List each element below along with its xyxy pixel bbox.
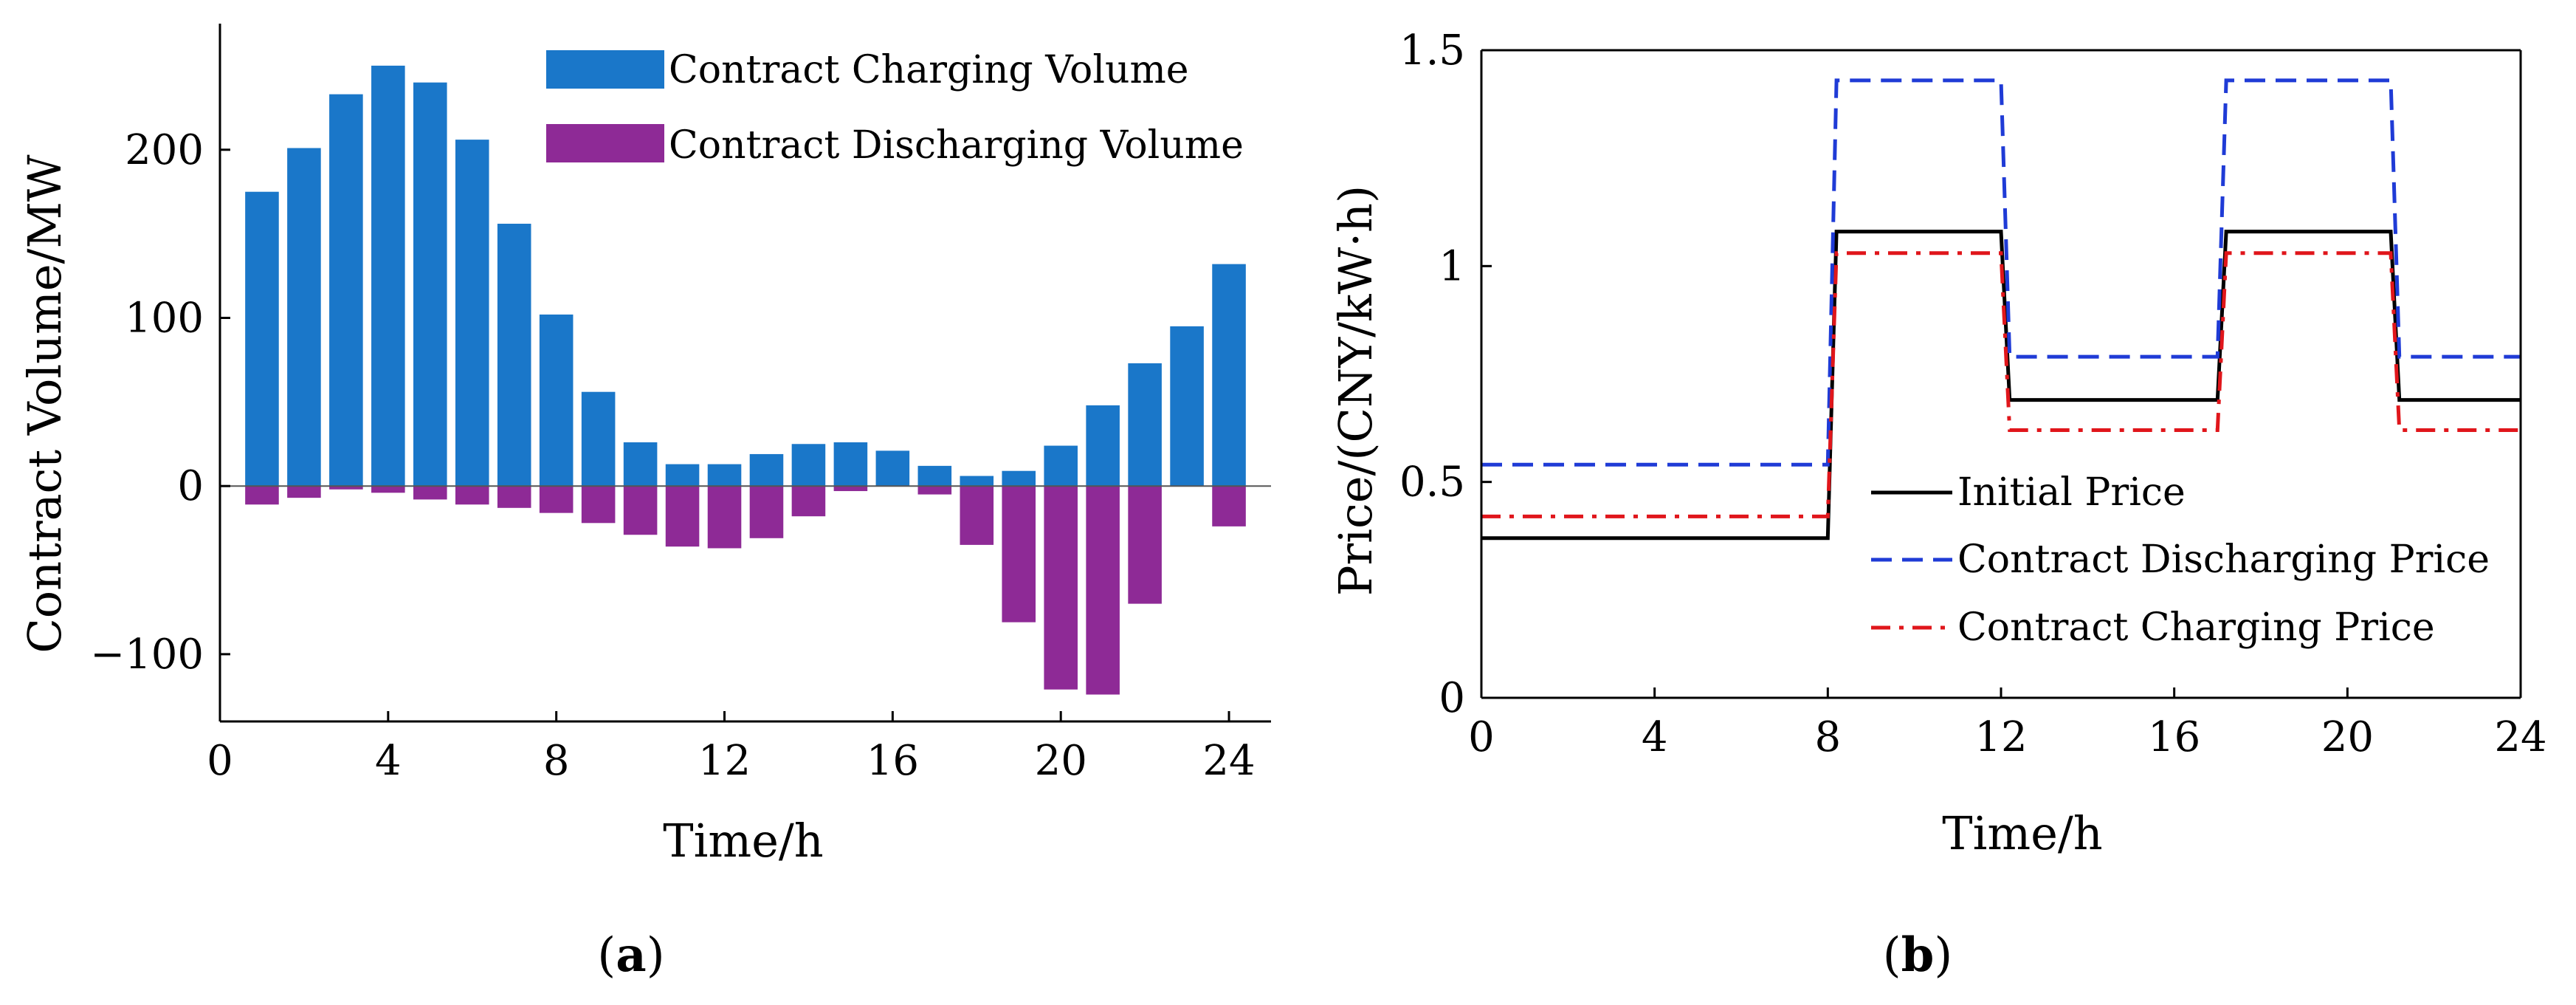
discharging-bar-2: [287, 486, 321, 498]
charging-bar-6: [455, 140, 489, 487]
legend: Contract Charging Volume Contract Discha…: [546, 48, 1244, 168]
discharging-bar-15: [833, 486, 868, 492]
x-tick-label: 12: [698, 737, 751, 785]
charging-bar-2: [287, 148, 321, 487]
panel-b-line-chart: 0 4 8 12 16 20 24 0 0.5 1 1.5 Initial Price Contra…: [1329, 27, 2547, 983]
x-tick-label: 8: [543, 737, 570, 785]
x-tick-label: 20: [1035, 737, 1087, 785]
discharging-bar-7: [497, 486, 531, 508]
x-tick-label: 0: [207, 737, 233, 785]
y-tick-label: 100: [125, 294, 204, 342]
y-axis-label: Contract Volume/MW: [18, 154, 72, 654]
discharging-bar-6: [455, 486, 489, 505]
discharging-bar-22: [1128, 486, 1162, 604]
discharging-bar-1: [245, 486, 279, 505]
discharging-bar-18: [960, 486, 994, 545]
contract-discharging-price-line: [1481, 78, 2521, 467]
discharging-bar-13: [749, 486, 784, 538]
y-tick-label: −100: [90, 631, 204, 679]
charging-bar-1: [245, 191, 279, 487]
x-tick-label: 16: [867, 737, 919, 785]
charging-bar-4: [371, 65, 405, 487]
charging-bar-23: [1170, 326, 1204, 487]
x-tick-label: 8: [1815, 713, 1842, 761]
panel-a-bar-chart: 0 4 8 12 16 20 24 −100 0 100 200 Contract Charging…: [18, 24, 1271, 983]
discharging-bar-9: [581, 486, 616, 524]
x-axis-label: Time/h: [663, 814, 823, 868]
charging-bar-20: [1044, 445, 1078, 487]
y-tick-label: 200: [125, 126, 204, 174]
x-axis-label: Time/h: [1942, 806, 2102, 860]
charging-bar-7: [497, 223, 531, 487]
legend-label-charging: Contract Charging Volume: [669, 48, 1189, 92]
x-tick-label: 24: [1202, 737, 1255, 785]
x-tick-label: 4: [375, 737, 402, 785]
discharging-bar-21: [1086, 486, 1120, 695]
charging-bar-21: [1086, 405, 1120, 487]
charging-bar-3: [329, 94, 363, 487]
discharging-bar-17: [917, 486, 952, 495]
x-tick-label: 0: [1468, 713, 1495, 761]
charging-bar-18: [960, 476, 994, 487]
charging-bar-19: [1002, 470, 1036, 487]
discharging-bar-10: [623, 486, 658, 535]
x-tick-label: 12: [1974, 713, 2027, 761]
y-tick-label: 0: [177, 462, 204, 510]
discharging-bar-24: [1212, 486, 1246, 526]
charging-bar-14: [791, 444, 826, 487]
legend-label-discharging: Contract Discharging Volume: [669, 123, 1244, 168]
bars-group: [245, 65, 1246, 695]
charging-bar-17: [917, 465, 952, 487]
charging-bar-8: [539, 314, 574, 487]
charging-bar-5: [413, 82, 447, 487]
tick-labels: 0 4 8 12 16 20 24 −100 0 100 200: [90, 126, 1255, 785]
panel-label-b: (b): [1883, 927, 1953, 983]
y-axis-label: Price/(CNY/kW·h): [1329, 185, 1382, 596]
charging-bar-15: [833, 442, 868, 487]
y-tick-label: 1.5: [1399, 27, 1465, 75]
tick-labels: 0 4 8 12 16 20 24 0 0.5 1 1.5: [1399, 27, 2547, 761]
charging-bar-12: [707, 464, 742, 487]
legend-swatch-charging: [546, 50, 664, 89]
contract-charging-price-line: [1481, 251, 2521, 518]
discharging-bar-3: [329, 486, 363, 490]
charging-bar-10: [623, 442, 658, 487]
charging-bar-11: [665, 464, 700, 487]
initial-price-line: [1481, 230, 2521, 541]
discharging-bar-8: [539, 486, 574, 513]
discharging-bar-19: [1002, 486, 1036, 622]
legend-label-charging: Contract Charging Price: [1957, 606, 2435, 650]
y-tick-label: 0.5: [1399, 459, 1465, 507]
legend-label-initial: Initial Price: [1957, 470, 2186, 515]
legend-label-discharging: Contract Discharging Price: [1957, 538, 2490, 582]
lines-group: [1481, 78, 2521, 541]
discharging-bar-12: [707, 486, 742, 549]
charging-bar-9: [581, 391, 616, 487]
y-tick-label: 1: [1439, 242, 1465, 290]
axes: [218, 24, 1271, 723]
legend-swatch-discharging: [546, 124, 664, 162]
discharging-bar-4: [371, 486, 405, 493]
discharging-bar-11: [665, 486, 700, 547]
discharging-bar-5: [413, 486, 447, 500]
discharging-bar-14: [791, 486, 826, 517]
x-tick-label: 4: [1642, 713, 1668, 761]
discharging-bar-20: [1044, 486, 1078, 690]
x-tick-label: 16: [2148, 713, 2200, 761]
charging-bar-16: [875, 450, 910, 487]
axes: [1480, 49, 2522, 699]
legend: Initial Price Contract Discharging Price…: [1871, 470, 2490, 650]
panel-label-a: (a): [597, 927, 664, 983]
charging-bar-22: [1128, 363, 1162, 487]
x-tick-label: 24: [2494, 713, 2546, 761]
charging-bar-24: [1212, 264, 1246, 487]
x-tick-label: 20: [2321, 713, 2374, 761]
charging-bar-13: [749, 453, 784, 487]
y-tick-label: 0: [1439, 674, 1465, 722]
